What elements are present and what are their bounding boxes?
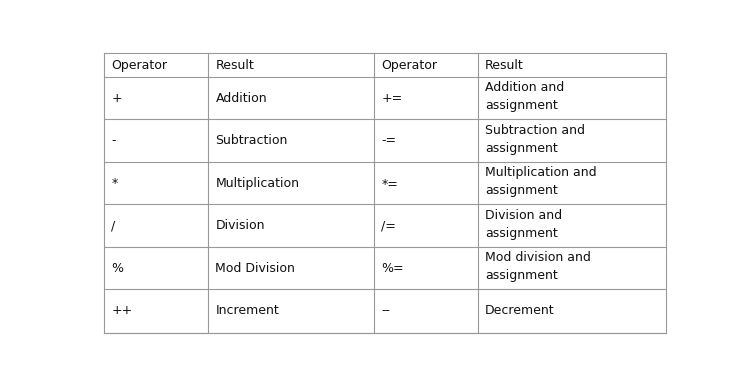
Text: /: / bbox=[111, 219, 116, 232]
Text: -: - bbox=[111, 134, 116, 147]
Text: Increment: Increment bbox=[215, 304, 279, 317]
Text: Result: Result bbox=[215, 58, 254, 71]
Text: Division and
assignment: Division and assignment bbox=[485, 209, 562, 240]
Text: --: -- bbox=[381, 304, 390, 317]
Text: Subtraction: Subtraction bbox=[215, 134, 288, 147]
Text: Operator: Operator bbox=[381, 58, 437, 71]
Text: %: % bbox=[111, 262, 123, 275]
Text: -=: -= bbox=[381, 134, 396, 147]
Text: Subtraction and
assignment: Subtraction and assignment bbox=[485, 124, 585, 155]
Text: Mod division and
assignment: Mod division and assignment bbox=[485, 251, 591, 282]
Text: %=: %= bbox=[381, 262, 404, 275]
Text: *=: *= bbox=[381, 176, 398, 189]
Text: ++: ++ bbox=[111, 304, 133, 317]
Text: Addition: Addition bbox=[215, 92, 267, 105]
Text: *: * bbox=[111, 176, 118, 189]
Text: +=: += bbox=[381, 92, 402, 105]
Text: Result: Result bbox=[485, 58, 524, 71]
Text: Mod Division: Mod Division bbox=[215, 262, 296, 275]
Text: +: + bbox=[111, 92, 122, 105]
Text: Multiplication: Multiplication bbox=[215, 176, 299, 189]
Text: Decrement: Decrement bbox=[485, 304, 555, 317]
Text: /=: /= bbox=[381, 219, 396, 232]
Text: Operator: Operator bbox=[111, 58, 168, 71]
Text: Multiplication and
assignment: Multiplication and assignment bbox=[485, 166, 597, 197]
Text: Addition and
assignment: Addition and assignment bbox=[485, 81, 564, 112]
Text: Division: Division bbox=[215, 219, 265, 232]
